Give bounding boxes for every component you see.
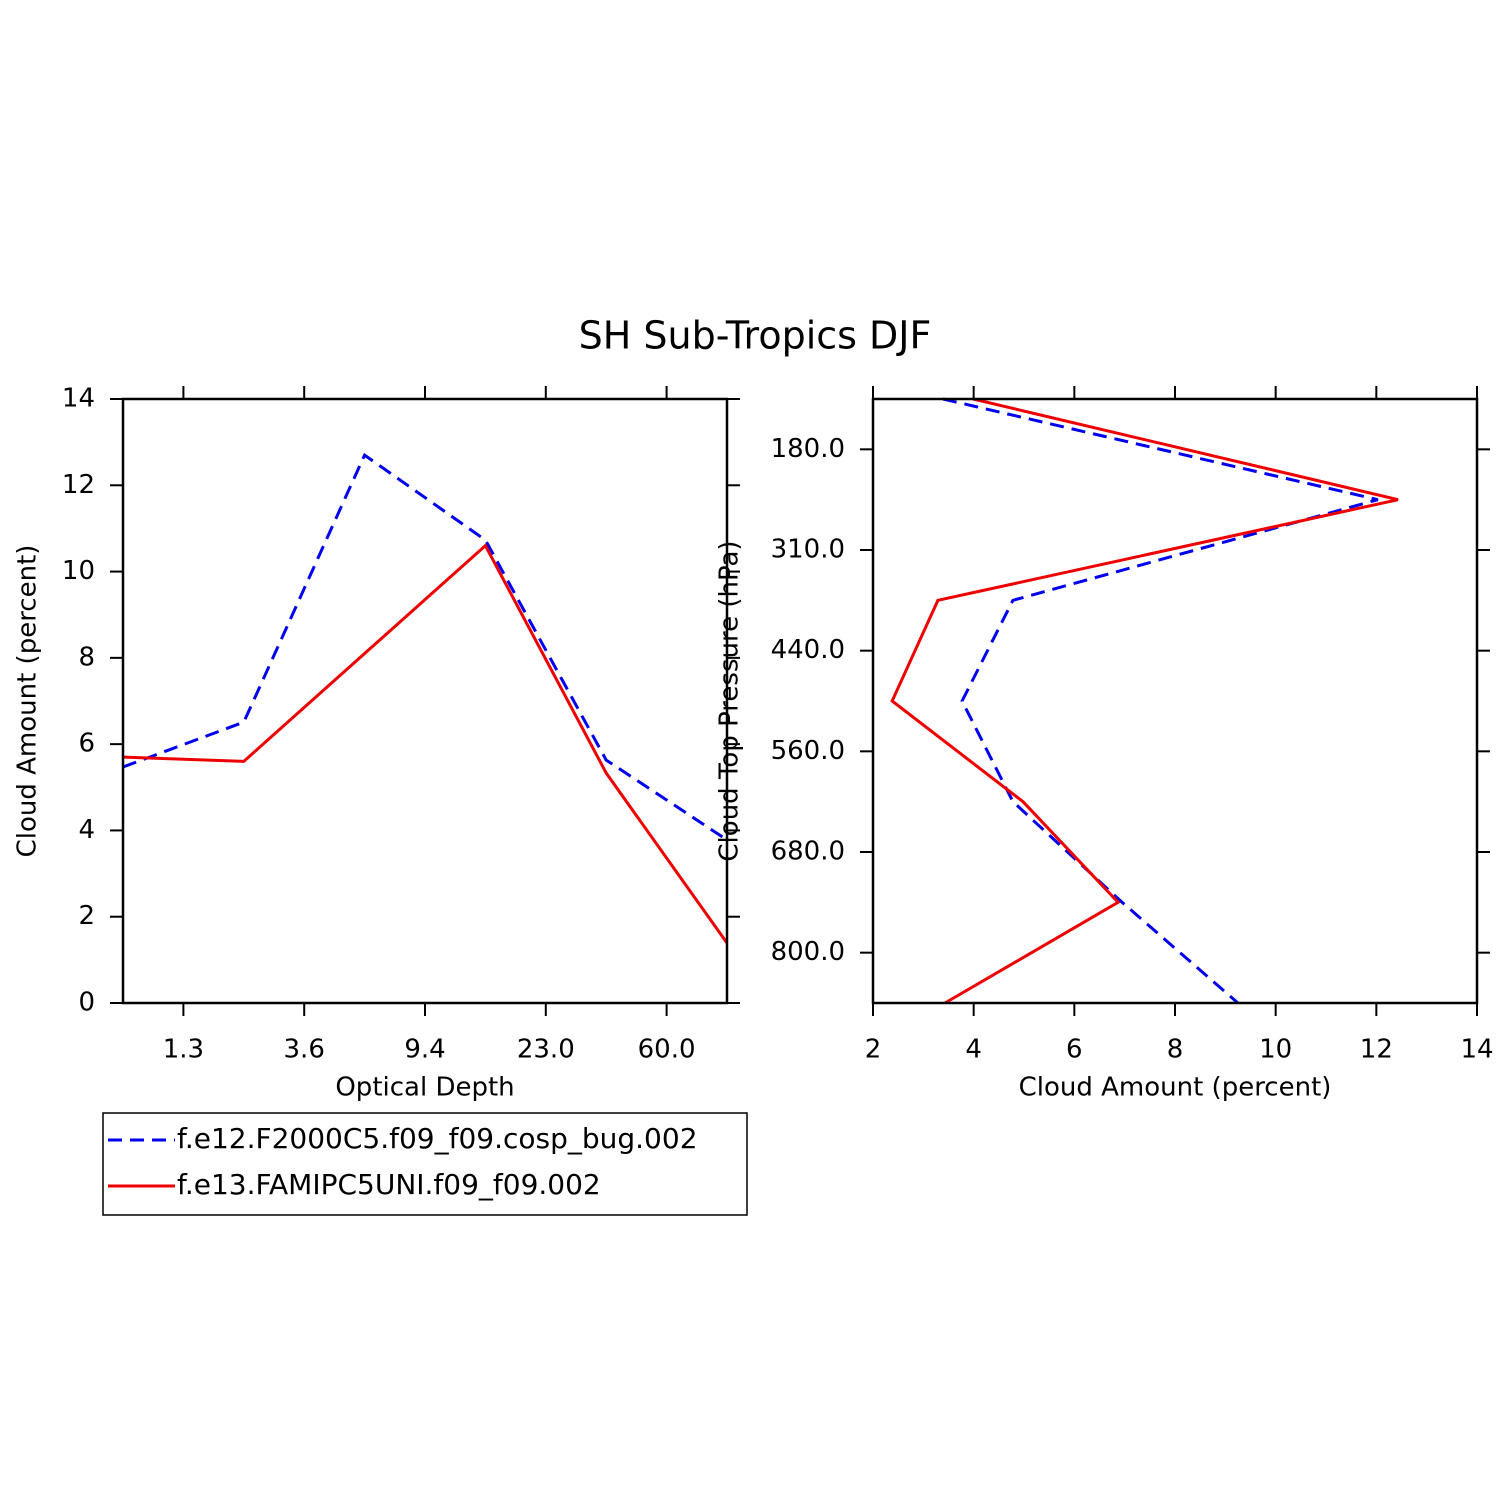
x-tick-label: 8 [1167,1035,1184,1065]
y-tick-label: 0 [78,988,95,1018]
y-tick-label: 14 [62,384,95,414]
y-tick-label: 800.0 [771,937,845,967]
legend-label: f.e13.FAMIPC5UNI.f09_f09.002 [177,1168,601,1201]
y-tick-label: 440.0 [771,635,845,665]
y-tick-label: 2 [78,901,95,931]
y-axis-label: Cloud Amount (percent) [13,545,43,858]
y-tick-label: 10 [62,556,95,586]
figure-title: SH Sub-Tropics DJF [579,314,932,358]
x-tick-label: 14 [1460,1035,1493,1065]
series-line [942,397,1379,1005]
plot-frame [121,397,729,1005]
x-tick-label: 1.3 [163,1035,204,1065]
x-axis-label: Optical Depth [335,1073,514,1103]
y-tick-label: 180.0 [771,434,845,464]
y-tick-label: 8 [78,642,95,672]
y-axis-label: Cloud Top Pressure (hPa) [715,540,745,861]
x-tick-label: 10 [1259,1035,1292,1065]
x-tick-label: 60.0 [638,1035,696,1065]
series-line [122,452,728,842]
legend-label: f.e12.F2000C5.f09_f09.cosp_bug.002 [177,1122,698,1155]
y-tick-label: 4 [78,815,95,845]
x-tick-label: 2 [865,1035,882,1065]
y-tick-label: 12 [62,470,95,500]
x-tick-label: 3.6 [284,1035,325,1065]
y-tick-label: 6 [78,729,95,759]
series-line [890,397,1399,1005]
x-tick-label: 23.0 [517,1035,575,1065]
x-tick-label: 4 [965,1035,982,1065]
y-tick-label: 310.0 [771,535,845,565]
x-tick-label: 12 [1360,1035,1393,1065]
x-axis-label: Cloud Amount (percent) [1019,1073,1332,1103]
x-tick-label: 6 [1066,1035,1083,1065]
y-tick-label: 560.0 [771,736,845,766]
x-tick-label: 9.4 [404,1035,445,1065]
plot-frame [871,397,1479,1005]
y-tick-label: 680.0 [771,837,845,867]
legend-box [102,1112,748,1216]
series-line [122,543,729,944]
